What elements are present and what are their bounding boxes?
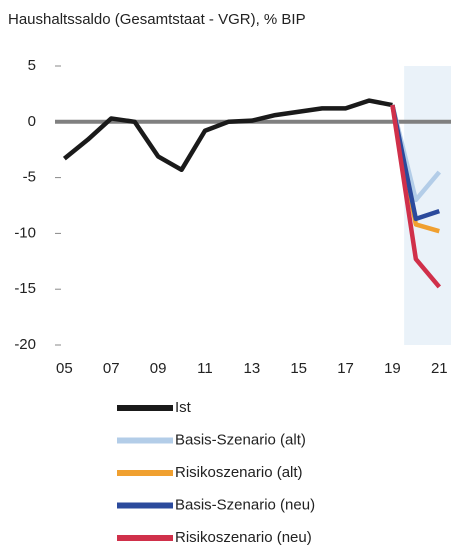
y-tick-label: -5 — [23, 169, 36, 186]
chart-title: Haushaltssaldo (Gesamtstaat - VGR), % BI… — [8, 11, 306, 28]
y-tick-label: 0 — [28, 113, 36, 130]
x-tick-label: 15 — [290, 360, 307, 377]
legend-label: Basis-Szenario (alt) — [175, 431, 306, 448]
x-tick-label: 07 — [103, 360, 120, 377]
legend-label: Risikoszenario (neu) — [175, 529, 312, 546]
legend-label: Ist — [175, 399, 192, 416]
series-line — [62, 98, 393, 173]
y-tick-label: 5 — [28, 57, 36, 74]
x-tick-label: 13 — [243, 360, 260, 377]
legend-label: Risikoszenario (alt) — [175, 464, 303, 481]
x-tick-label: 19 — [384, 360, 401, 377]
x-tick-label: 05 — [56, 360, 73, 377]
x-tick-label: 21 — [431, 360, 448, 377]
y-tick-label: -10 — [14, 224, 36, 241]
legend-label: Basis-Szenario (neu) — [175, 496, 315, 513]
x-tick-label: 17 — [337, 360, 354, 377]
x-tick-label: 09 — [150, 360, 167, 377]
y-tick-label: -20 — [14, 336, 36, 353]
series-line — [390, 104, 442, 289]
y-tick-label: -15 — [14, 280, 36, 297]
x-tick-label: 11 — [197, 360, 213, 377]
